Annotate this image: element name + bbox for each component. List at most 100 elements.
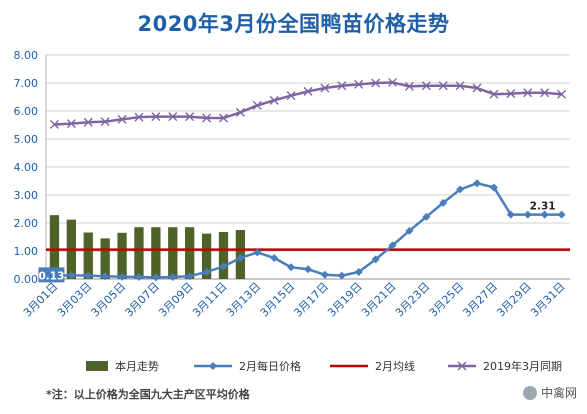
daily-price-point xyxy=(219,262,228,271)
legend-label-avg: 2月均线 xyxy=(375,360,415,373)
data-label: 0.13 xyxy=(38,270,64,282)
x-axis-ticks: 3月01日3月03日3月05日3月07日3月09日3月11日3月13日3月15日… xyxy=(21,280,568,320)
daily-price-point xyxy=(151,273,160,282)
last-year-point xyxy=(252,100,262,110)
grid-lines xyxy=(45,54,570,280)
legend-swatch-daily xyxy=(194,362,232,370)
legend-label-bars: 本月走势 xyxy=(115,360,159,373)
x-tick-label: 3月27日 xyxy=(460,280,500,320)
daily-price-point xyxy=(405,226,414,235)
last-year-point xyxy=(49,119,59,129)
chart: 0.00 1.00 2.00 3.00 4.00 5.00 6.00 7.00 8.00 0.1… xyxy=(14,49,570,320)
watermark: 中禽网 xyxy=(522,384,577,401)
chart-title: 2020年3月份全国鸭苗价格走势 xyxy=(137,12,450,36)
daily-price-point xyxy=(557,210,566,219)
legend-item-daily: 2月每日价格 xyxy=(192,357,301,375)
y-tick-label: 0.00 xyxy=(14,273,39,286)
x-tick-label: 3月19日 xyxy=(325,280,365,320)
last-year-point xyxy=(218,113,228,123)
y-tick-label: 1.00 xyxy=(14,245,39,258)
bar xyxy=(117,232,127,279)
x-tick-label: 3月15日 xyxy=(258,280,298,320)
bar xyxy=(134,227,144,279)
bar xyxy=(100,238,110,279)
daily-price-point xyxy=(168,273,177,282)
daily-price-point xyxy=(371,255,380,264)
legend-swatch-avg xyxy=(330,364,368,368)
last-year-point xyxy=(66,119,76,129)
x-tick-label: 3月03日 xyxy=(55,280,95,320)
daily-price-point xyxy=(439,198,448,207)
daily-price-line xyxy=(54,181,562,279)
daily-price-point xyxy=(101,272,110,281)
daily-price-point xyxy=(337,271,346,280)
last-year-point xyxy=(168,112,178,122)
last-year-line xyxy=(54,81,562,126)
daily-price-point xyxy=(304,265,312,274)
y-tick-label: 4.00 xyxy=(14,161,39,174)
legend-swatch-lastyear xyxy=(448,361,476,371)
footnote: *注：以上价格为全国九大主产区平均价格 xyxy=(46,388,250,401)
last-year-point xyxy=(540,88,550,98)
x-tick-label: 3月05日 xyxy=(89,280,129,320)
last-year-point xyxy=(438,81,448,91)
bar xyxy=(49,215,60,279)
daily-price-point xyxy=(118,272,127,281)
x-tick-label: 3月13日 xyxy=(224,280,264,320)
y-axis-ticks: 0.00 1.00 2.00 3.00 4.00 5.00 6.00 7.00 8.00 xyxy=(14,49,39,286)
daily-price-point xyxy=(540,210,549,219)
y-tick-label: 3.00 xyxy=(14,189,39,202)
daily-price-point xyxy=(523,210,532,219)
last-year-point xyxy=(185,112,195,122)
y-tick-label: 5.00 xyxy=(14,133,39,146)
legend-label-lastyear: 2019年3月同期 xyxy=(483,360,562,373)
last-year-point xyxy=(235,107,245,117)
last-year-point xyxy=(472,83,482,93)
last-year-point xyxy=(371,78,381,88)
data-label: 2.31 xyxy=(530,201,556,213)
daily-price-point xyxy=(422,212,431,221)
daily-price-point xyxy=(506,210,515,219)
last-year-point xyxy=(455,81,465,91)
legend: 本月走势 2月每日价格 2月均线 2019年3月同期 xyxy=(0,357,587,377)
legend-item-lastyear: 2019年3月同期 xyxy=(446,357,562,375)
x-tick-label: 3月23日 xyxy=(393,280,433,320)
daily-price-point xyxy=(134,273,143,282)
daily-price-point xyxy=(270,254,279,262)
last-year-point xyxy=(202,113,212,123)
last-year-point xyxy=(388,77,398,87)
last-year-point xyxy=(117,114,127,124)
daily-price-point xyxy=(202,268,211,276)
daily-price-point xyxy=(185,272,194,281)
last-year-point xyxy=(303,86,313,96)
daily-price-point xyxy=(320,270,329,279)
bar xyxy=(218,231,229,279)
x-tick-label: 3月25日 xyxy=(427,280,467,320)
y-tick-label: 7.00 xyxy=(14,77,39,90)
data-labels: 0.13 2.31 xyxy=(38,201,556,283)
daily-price-point xyxy=(287,263,296,272)
daily-price-point xyxy=(473,179,482,188)
legend-label-daily: 2月每日价格 xyxy=(239,360,301,373)
x-tick-label: 3月09日 xyxy=(156,280,196,320)
last-year-point xyxy=(557,89,567,99)
x-tick-label: 3月17日 xyxy=(291,280,331,320)
bar xyxy=(151,227,161,279)
last-year-point xyxy=(320,83,330,93)
bar xyxy=(201,233,212,279)
daily-price-point xyxy=(489,183,498,192)
legend-swatch-bars xyxy=(86,361,108,371)
x-tick-label: 3月11日 xyxy=(190,280,230,320)
last-year-point xyxy=(286,91,296,101)
daily-price-point xyxy=(354,268,363,276)
last-year-point xyxy=(421,81,431,91)
daily-price-point xyxy=(253,248,262,257)
y-tick-label: 8.00 xyxy=(14,49,39,62)
y-tick-label: 6.00 xyxy=(14,105,39,118)
x-tick-label: 3月31日 xyxy=(528,280,568,320)
last-year-point xyxy=(523,88,533,98)
last-year-series xyxy=(49,77,567,129)
last-year-point xyxy=(151,112,161,122)
bar xyxy=(83,232,93,279)
last-year-point xyxy=(489,89,499,99)
